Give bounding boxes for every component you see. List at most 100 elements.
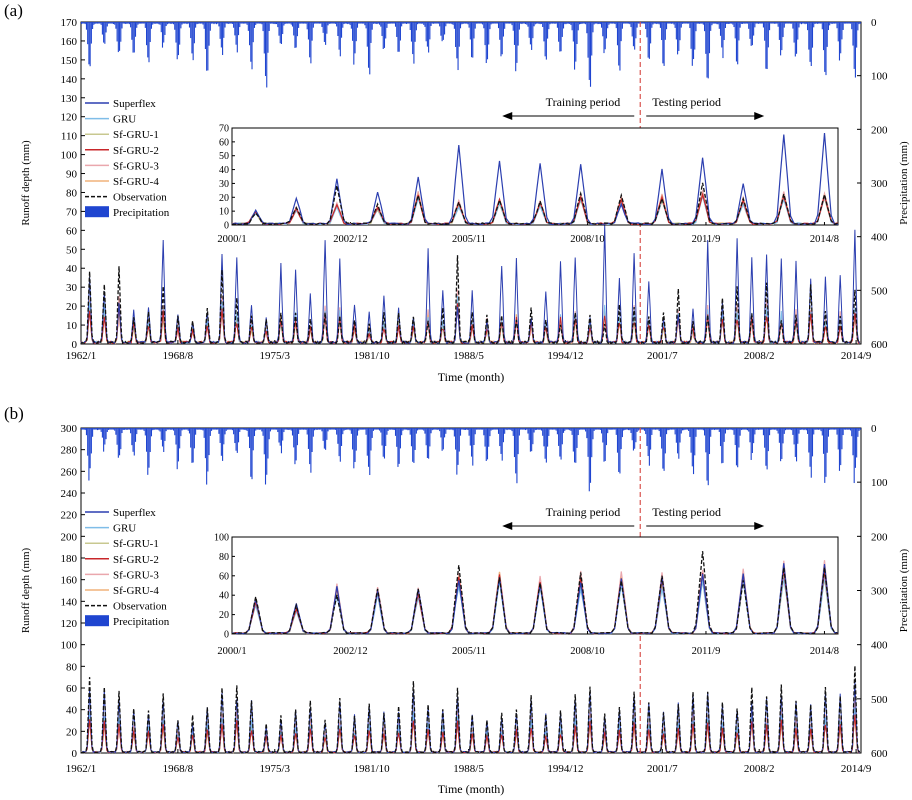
precipitation-bar — [301, 22, 303, 24]
precipitation-bar — [728, 428, 730, 430]
precipitation-bar — [553, 22, 555, 24]
precipitation-bar — [258, 428, 260, 430]
precipitation-bar — [678, 428, 680, 459]
precipitation-bar — [826, 428, 828, 453]
precipitation-bar — [342, 428, 344, 435]
precipitation-bar — [621, 22, 623, 29]
precipitation-bar — [683, 22, 685, 24]
precipitation-bar — [623, 22, 625, 24]
precipitation-bar — [760, 428, 762, 430]
precipitation-bar — [453, 22, 455, 29]
precipitation-bar — [219, 428, 221, 443]
precipitation-bar — [352, 22, 354, 41]
inset-y-tick-label: 100 — [214, 533, 229, 544]
precipitation-bar — [419, 428, 421, 430]
precipitation-bar — [837, 428, 839, 450]
precipitation-bar — [390, 428, 392, 430]
precipitation-bar — [176, 428, 178, 470]
y2-axis-label: Precipitation (mm) — [898, 548, 910, 632]
precipitation-bar — [499, 22, 501, 40]
precipitation-bar — [856, 428, 858, 458]
precipitation-bar — [355, 428, 357, 451]
precipitation-bar — [236, 22, 238, 53]
precipitation-bar — [824, 22, 826, 72]
precipitation-bar — [570, 428, 572, 431]
precipitation-bar — [560, 22, 562, 52]
precipitation-bar — [702, 22, 704, 25]
precipitation-bar — [311, 428, 313, 452]
precipitation-bar — [648, 22, 650, 59]
inset-y-tick-label: 40 — [219, 591, 229, 602]
precipitation-bar — [459, 22, 462, 29]
precipitation-bar — [669, 22, 671, 24]
precipitation-bar — [371, 428, 373, 438]
precipitation-bar — [148, 22, 150, 63]
precipitation-bar — [712, 22, 714, 24]
precipitation-bar — [192, 428, 194, 463]
precipitation-bar — [181, 22, 183, 25]
precipitation-bar — [250, 428, 252, 477]
precipitation-bar — [372, 22, 374, 24]
precipitation-bar — [220, 428, 222, 456]
precipitation-bar — [849, 22, 852, 24]
precipitation-bar — [241, 428, 243, 430]
precipitation-bar — [851, 22, 853, 30]
precipitation-bar — [859, 428, 861, 430]
x-axis-label: Time (month) — [438, 782, 505, 796]
precipitation-bar — [489, 22, 491, 30]
precipitation-bar — [155, 428, 157, 430]
precipitation-bar — [468, 22, 470, 28]
y2-tick-label: 300 — [871, 586, 888, 598]
precipitation-bar — [462, 22, 464, 24]
precipitation-bar — [293, 22, 295, 36]
x-tick-label: 2001/7 — [647, 763, 678, 775]
precipitation-bar — [146, 428, 148, 452]
precipitation-bar — [396, 22, 398, 37]
precipitation-bar — [614, 428, 616, 430]
precipitation-bar — [732, 22, 734, 25]
precipitation-bar — [650, 22, 652, 44]
precipitation-bar — [652, 428, 654, 430]
precipitation-bar — [574, 428, 576, 463]
precipitation-bar — [249, 428, 251, 449]
precipitation-bar — [337, 428, 339, 444]
precipitation-bar — [119, 22, 121, 51]
precipitation-bar — [715, 428, 717, 430]
precipitation-bar — [473, 428, 475, 446]
precipitation-bar — [466, 22, 468, 24]
precipitation-bar — [435, 428, 437, 430]
precipitation-bar — [778, 22, 780, 40]
precipitation-bar — [550, 428, 552, 430]
precipitation-bar — [212, 428, 214, 430]
inset-y-tick-label: 70 — [219, 124, 229, 135]
precipitation-bar — [710, 22, 712, 31]
precipitation-bar — [109, 22, 111, 24]
precipitation-bar — [680, 428, 682, 434]
precipitation-bar — [673, 22, 675, 25]
precipitation-bar — [407, 428, 409, 431]
precipitation-bar — [580, 428, 582, 430]
precipitation-bar — [847, 428, 849, 430]
precipitation-bar — [322, 22, 324, 33]
precipitation-bar — [529, 428, 531, 452]
precipitation-bar — [414, 22, 416, 42]
legend-entry: Sf-GRU-1 — [113, 129, 159, 141]
precipitation-bar — [759, 428, 761, 430]
training-arrow-head — [502, 112, 513, 120]
precipitation-bar — [269, 22, 271, 24]
precipitation-bar — [120, 428, 122, 450]
precipitation-bar — [138, 22, 140, 24]
precipitation-bar — [480, 22, 482, 24]
precipitation-bar — [224, 428, 226, 435]
precipitation-bar — [540, 428, 543, 431]
precipitation-bar — [215, 22, 218, 25]
precipitation-bar — [288, 428, 290, 431]
precipitation-bar — [586, 22, 588, 34]
precipitation-bar — [521, 428, 523, 430]
precipitation-bar — [626, 22, 628, 24]
precipitation-bar — [738, 428, 740, 448]
precipitation-bar — [603, 428, 605, 462]
precipitation-bar — [515, 22, 517, 72]
precipitation-bar — [367, 22, 370, 68]
precipitation-bar — [767, 22, 769, 48]
